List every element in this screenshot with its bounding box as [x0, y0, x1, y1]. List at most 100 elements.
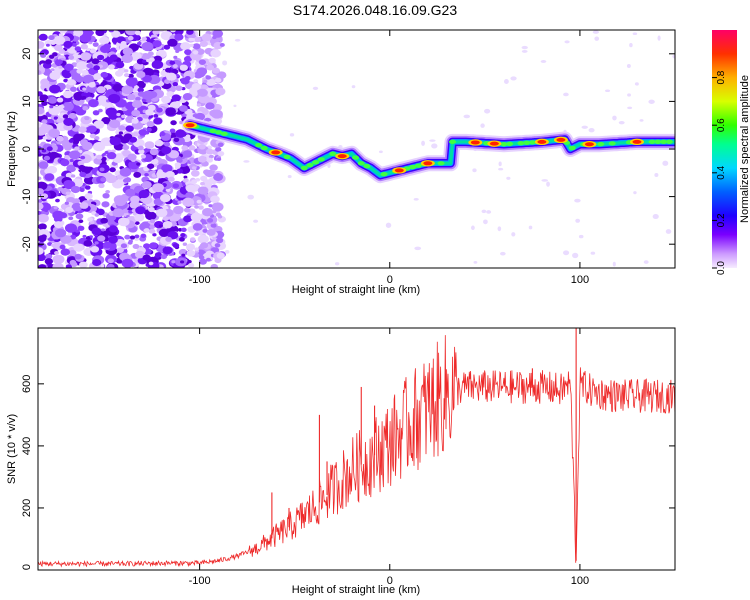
- ridge-peak: [337, 154, 347, 159]
- noise-blob: [81, 69, 90, 76]
- noise-blob: [564, 40, 570, 44]
- noise-blob: [38, 122, 42, 128]
- ridge-highlight: [528, 140, 536, 145]
- noise-blob: [633, 191, 637, 195]
- noise-blob: [56, 117, 64, 124]
- noise-blob: [64, 63, 74, 71]
- noise-blob: [629, 42, 633, 48]
- noise-blob: [135, 206, 146, 215]
- x-tick-label: -100: [189, 575, 211, 587]
- noise-blob: [183, 175, 188, 179]
- x-tick-label: 100: [571, 575, 589, 587]
- noise-blob: [182, 178, 188, 183]
- noise-blob: [81, 92, 88, 98]
- noise-blob: [182, 242, 188, 246]
- noise-blob: [43, 78, 48, 82]
- noise-blob: [563, 92, 569, 97]
- noise-blob: [144, 141, 155, 149]
- noise-blob: [116, 247, 124, 253]
- noise-blob: [112, 208, 125, 218]
- noise-blob: [43, 155, 51, 161]
- ridge-peak: [556, 137, 566, 142]
- noise-blob: [127, 35, 134, 41]
- noise-blob: [52, 262, 64, 268]
- noise-blob: [167, 38, 178, 47]
- noise-blob: [648, 99, 655, 104]
- noise-blob: [234, 38, 241, 42]
- noise-blob: [71, 174, 76, 178]
- noise-blob: [481, 209, 487, 214]
- noise-blob: [177, 200, 182, 205]
- noise-blob: [89, 48, 96, 54]
- noise-blob: [148, 57, 155, 63]
- noise-blob: [185, 243, 196, 251]
- noise-blob: [168, 150, 180, 159]
- noise-blob: [167, 176, 175, 182]
- noise-blob: [68, 249, 77, 256]
- noise-blob: [163, 44, 171, 50]
- noise-blob: [100, 177, 107, 182]
- noise-blob: [165, 171, 175, 179]
- noise-blob: [662, 160, 669, 166]
- noise-blob: [38, 235, 47, 242]
- noise-blob: [80, 139, 88, 146]
- noise-blob: [66, 164, 77, 173]
- noise-blob: [132, 131, 139, 137]
- ridge-highlight: [215, 130, 223, 135]
- noise-blob: [575, 218, 581, 223]
- noise-blob: [128, 73, 134, 79]
- noise-blob: [197, 234, 209, 244]
- noise-blob: [98, 183, 105, 189]
- noise-blob: [219, 43, 225, 47]
- noise-blob: [199, 40, 209, 47]
- noise-blob: [38, 247, 44, 255]
- noise-blob: [192, 50, 199, 55]
- noise-blob: [155, 208, 168, 218]
- ridge-peak: [185, 123, 195, 128]
- noise-blob: [194, 247, 199, 252]
- noise-blob: [208, 154, 214, 159]
- noise-blob: [80, 52, 92, 61]
- noise-blob: [67, 78, 76, 86]
- ridge-highlight: [660, 139, 668, 145]
- noise-blob: [125, 188, 136, 197]
- noise-blob: [108, 30, 115, 33]
- noise-blob: [47, 242, 53, 246]
- noise-blob: [49, 105, 54, 109]
- noise-blob: [180, 232, 186, 238]
- noise-blob: [510, 76, 517, 81]
- noise-blob: [108, 93, 121, 104]
- y-tick-label: 0: [21, 146, 33, 152]
- noise-blob: [198, 59, 207, 65]
- noise-blob: [193, 36, 201, 43]
- noise-blob: [123, 73, 130, 78]
- noise-blob: [173, 137, 180, 142]
- noise-blob: [38, 254, 46, 261]
- noise-blob: [84, 193, 93, 200]
- noise-blob: [208, 204, 213, 208]
- noise-blob: [142, 74, 153, 83]
- ridge-highlight: [523, 140, 531, 146]
- noise-blob: [73, 243, 84, 252]
- noise-blob: [521, 49, 528, 53]
- noise-blob: [46, 146, 53, 152]
- noise-blob: [122, 144, 130, 151]
- noise-blob: [612, 115, 617, 121]
- noise-blob: [165, 67, 172, 73]
- noise-blob: [178, 237, 185, 242]
- noise-blob: [173, 30, 184, 36]
- noise-blob: [151, 60, 164, 70]
- noise-blob: [38, 181, 48, 191]
- noise-blob: [200, 175, 208, 182]
- colorbar: [712, 30, 737, 268]
- noise-blob: [97, 235, 106, 242]
- ridge-highlight: [437, 161, 445, 166]
- noise-blob: [627, 93, 631, 97]
- noise-blob: [49, 71, 61, 80]
- noise-blob: [200, 181, 205, 186]
- colorbar-tick-label: 0.8: [716, 70, 727, 84]
- noise-blob: [212, 67, 220, 74]
- noise-blob: [169, 60, 176, 65]
- noise-blob: [124, 69, 129, 73]
- noise-blob: [83, 176, 96, 185]
